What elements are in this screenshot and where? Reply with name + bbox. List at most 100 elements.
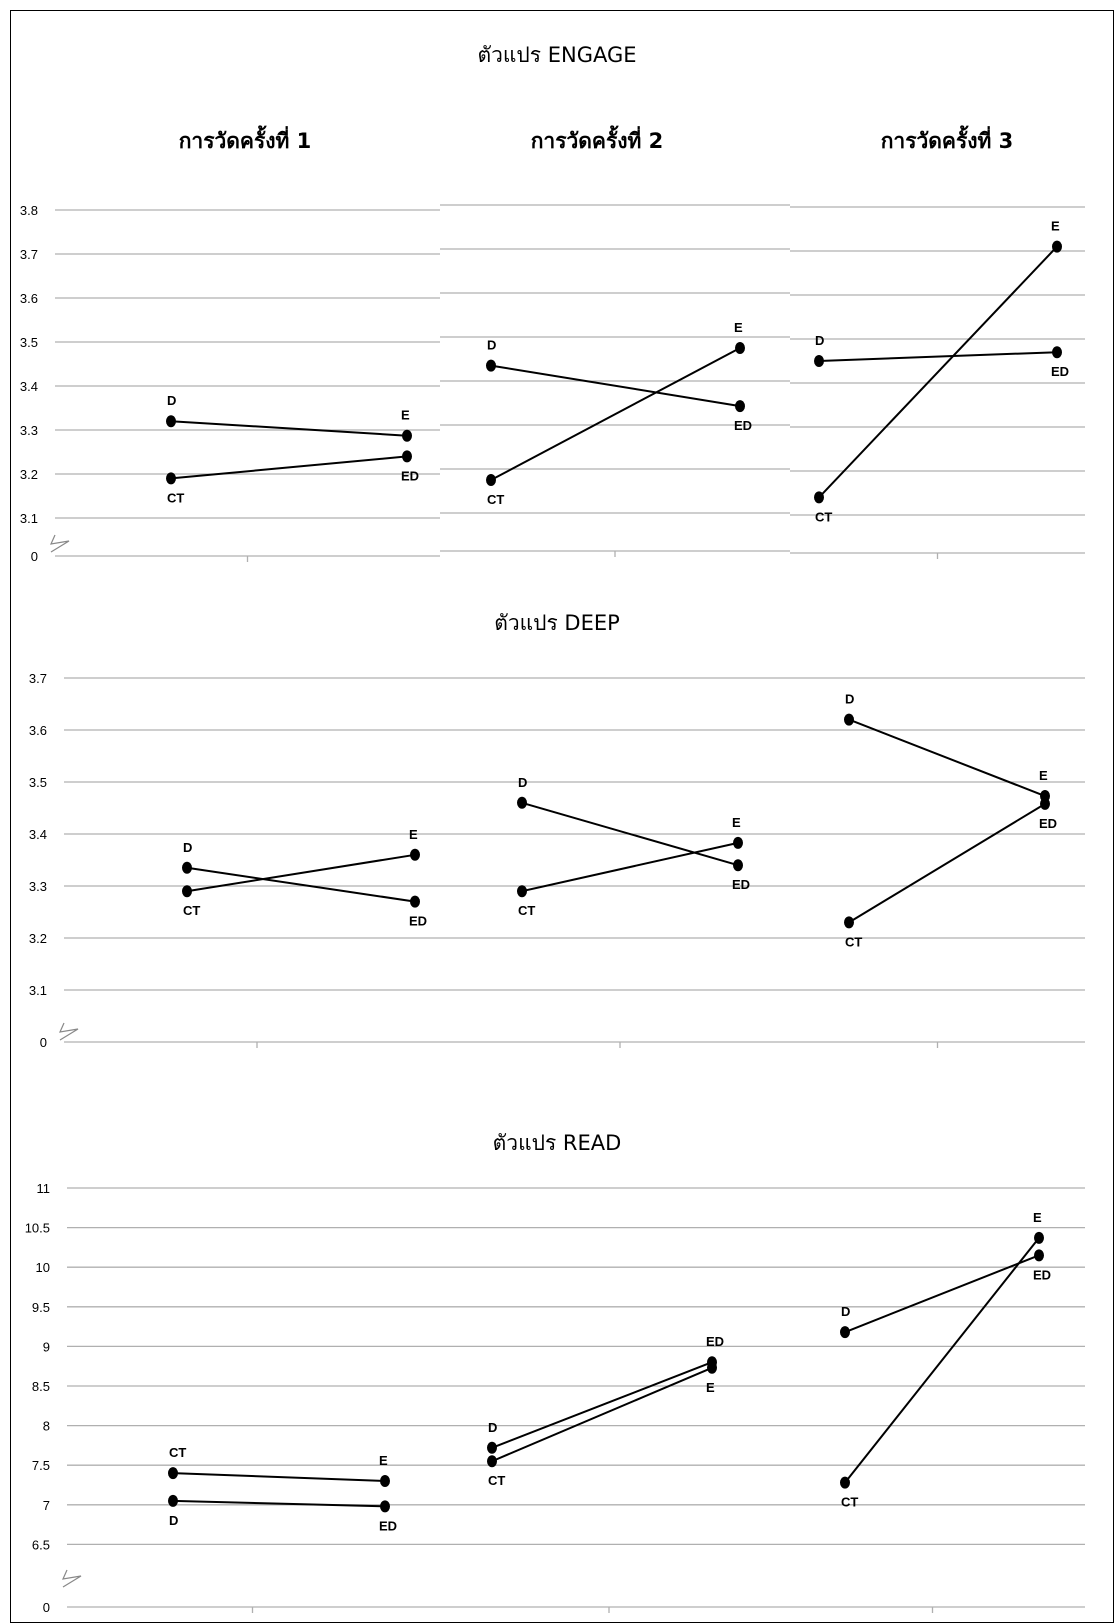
- data-point: [733, 859, 743, 872]
- data-point: [840, 1326, 850, 1339]
- data-point: [733, 836, 743, 849]
- y-tick-label: 8: [43, 1419, 50, 1434]
- data-point: [166, 415, 176, 428]
- y-tick-label: 11: [37, 1181, 51, 1196]
- data-point: [168, 1467, 178, 1480]
- series-line: [848, 802, 1046, 924]
- data-point: [517, 796, 527, 809]
- axis-break-mark: [49, 534, 70, 553]
- data-point: [735, 400, 745, 413]
- y-tick-label: 3.7: [29, 671, 47, 686]
- data-point: [844, 916, 854, 929]
- section-title-engage: ตัวแปร ENGAGE: [477, 43, 636, 67]
- point-label: CT: [488, 1473, 505, 1488]
- series-line: [521, 841, 739, 893]
- data-point: [168, 1494, 178, 1507]
- data-point: [182, 885, 192, 898]
- data-point: [410, 895, 420, 908]
- point-label: ED: [401, 468, 419, 483]
- point-label: D: [841, 1304, 850, 1319]
- data-point: [735, 342, 745, 354]
- data-point: [166, 472, 176, 485]
- y-tick-label: 6.5: [32, 1537, 50, 1552]
- column-title-2: การวัดครั้งที่ 2: [531, 125, 664, 153]
- section-title-read: ตัวแปร READ: [493, 1131, 622, 1155]
- data-point: [487, 1441, 497, 1454]
- point-label: E: [734, 320, 743, 335]
- point-label: CT: [518, 903, 535, 918]
- point-label: CT: [815, 509, 832, 524]
- y-tick-label: 0: [43, 1600, 50, 1615]
- series-line: [186, 853, 416, 893]
- point-label: D: [167, 393, 176, 408]
- point-label: ED: [734, 418, 752, 433]
- data-point: [380, 1475, 390, 1488]
- point-label: ED: [706, 1334, 724, 1349]
- point-label: CT: [845, 934, 862, 949]
- data-point: [814, 355, 824, 367]
- data-point: [707, 1361, 717, 1374]
- column-title-3: การวัดครั้งที่ 3: [881, 125, 1014, 153]
- y-tick-label: 9.5: [32, 1300, 50, 1315]
- data-point: [840, 1476, 850, 1489]
- data-point: [487, 1455, 497, 1468]
- data-point: [380, 1500, 390, 1513]
- data-point: [402, 450, 412, 463]
- y-tick-label: 7.5: [32, 1458, 50, 1473]
- y-tick-label: 8.5: [32, 1379, 50, 1394]
- series-line: [170, 455, 408, 480]
- axis-break-mark: [61, 1569, 82, 1588]
- point-label: E: [1051, 219, 1060, 234]
- point-label: ED: [409, 914, 427, 929]
- charts-layer: 3.83.73.63.53.43.33.23.10DECTEDDEDCTEDED…: [20, 203, 1085, 1615]
- y-tick-label: 3.4: [20, 379, 38, 394]
- data-point: [517, 885, 527, 898]
- point-label: ED: [732, 877, 750, 892]
- point-label: E: [379, 1453, 388, 1468]
- point-label: D: [488, 1420, 497, 1435]
- data-point: [486, 474, 496, 486]
- point-label: D: [487, 338, 496, 353]
- y-tick-label: 3.1: [20, 511, 38, 526]
- y-tick-label: 3.6: [20, 291, 38, 306]
- y-tick-label: 3.3: [20, 423, 38, 438]
- figure-frame: [10, 10, 1114, 1623]
- point-label: CT: [167, 490, 184, 505]
- data-point: [1052, 346, 1062, 359]
- y-tick-label: 7: [43, 1498, 50, 1513]
- data-point: [1034, 1231, 1044, 1244]
- series-line: [186, 866, 416, 903]
- point-label: ED: [1039, 816, 1057, 831]
- point-label: ED: [1033, 1267, 1051, 1282]
- point-label: CT: [841, 1495, 858, 1510]
- point-label: D: [845, 692, 854, 707]
- series-line: [170, 420, 408, 437]
- y-tick-label: 0: [40, 1035, 47, 1050]
- data-point: [486, 359, 496, 372]
- y-tick-label: 9: [43, 1339, 50, 1354]
- y-tick-label: 3.4: [29, 827, 47, 842]
- series-line: [521, 801, 739, 867]
- series-line: [844, 1237, 1040, 1484]
- y-tick-label: 10: [36, 1260, 50, 1275]
- point-label: E: [1039, 768, 1048, 783]
- point-label: E: [1033, 1210, 1042, 1225]
- data-point: [1034, 1249, 1044, 1262]
- y-tick-label: 3.2: [20, 467, 38, 482]
- point-label: D: [518, 775, 527, 790]
- y-tick-label: 3.6: [29, 723, 47, 738]
- point-label: E: [732, 815, 741, 830]
- series-line: [818, 245, 1058, 499]
- data-point: [844, 713, 854, 726]
- point-label: D: [183, 840, 192, 855]
- point-label: E: [401, 408, 410, 423]
- y-tick-label: 3.5: [20, 335, 38, 350]
- y-tick-label: 3.2: [29, 931, 47, 946]
- point-label: CT: [169, 1445, 186, 1460]
- data-point: [1052, 240, 1062, 253]
- series-line: [172, 1472, 386, 1483]
- data-point: [182, 861, 192, 874]
- data-point: [410, 848, 420, 861]
- series-line: [844, 1254, 1040, 1334]
